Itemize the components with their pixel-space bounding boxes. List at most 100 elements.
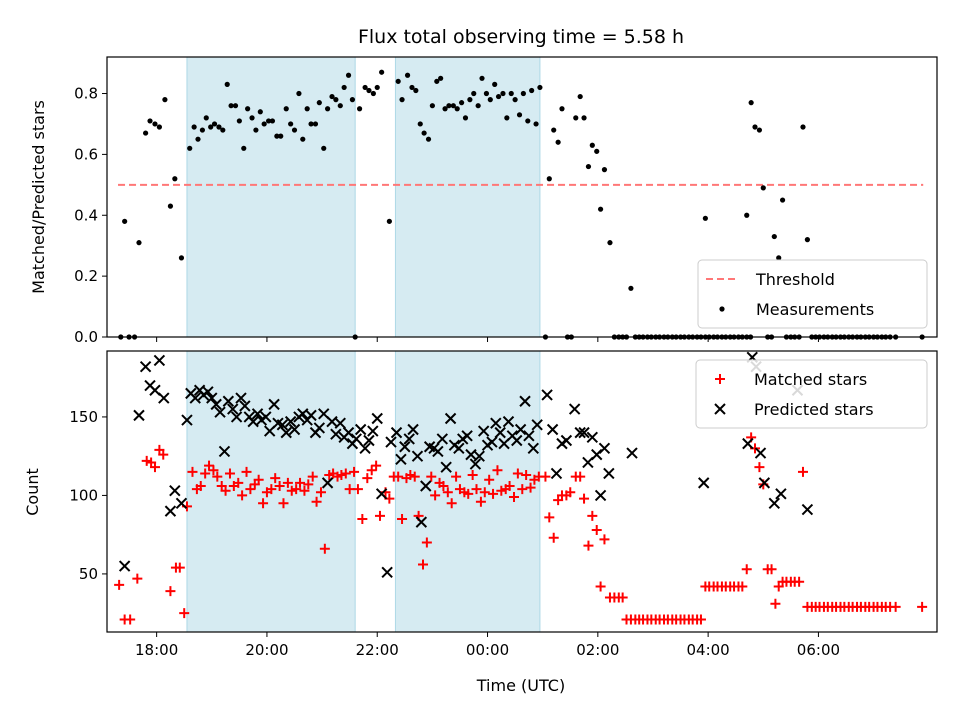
matched-star-point bbox=[195, 481, 206, 492]
measurement-point bbox=[429, 103, 435, 109]
measurement-point bbox=[508, 90, 514, 97]
legend-box bbox=[697, 259, 928, 329]
matched-star-point bbox=[426, 471, 437, 482]
measurement-point bbox=[208, 124, 214, 130]
matched-star-point bbox=[540, 471, 551, 482]
predicted-star-point bbox=[407, 423, 419, 436]
measurement-point bbox=[492, 81, 498, 87]
predicted-star-point bbox=[210, 398, 222, 411]
x-tick-label: 18:00 bbox=[135, 641, 178, 659]
measurement-point bbox=[551, 127, 557, 133]
measurement-point bbox=[321, 145, 327, 151]
matched-star-point bbox=[492, 465, 503, 476]
matched-star-point bbox=[695, 614, 706, 625]
predicted-star-point bbox=[453, 442, 465, 455]
matched-star-point bbox=[233, 477, 244, 488]
predicted-star-point bbox=[363, 434, 375, 447]
measurement-point bbox=[487, 97, 493, 103]
matched-star-point bbox=[770, 598, 781, 609]
matched-star-point bbox=[336, 470, 347, 481]
predicted-star-point bbox=[775, 488, 787, 500]
axes-frame bbox=[106, 56, 938, 338]
y-tick-label: 100 bbox=[69, 486, 98, 504]
predicted-star-point bbox=[514, 423, 527, 436]
predicted-star-point bbox=[280, 426, 292, 439]
measurement-point bbox=[434, 78, 440, 84]
predicted-star-point bbox=[385, 436, 397, 448]
matched-star-point bbox=[278, 498, 289, 509]
measurement-point bbox=[370, 90, 376, 97]
predicted-star-point bbox=[546, 423, 559, 436]
matched-star-point bbox=[484, 474, 495, 485]
matched-star-point bbox=[797, 466, 808, 477]
predicted-star-point bbox=[268, 398, 280, 411]
legend-predicted-swatch bbox=[714, 403, 726, 415]
predicted-star-point bbox=[511, 434, 523, 447]
measurement-point bbox=[300, 136, 306, 142]
matched-star-point bbox=[741, 564, 752, 575]
matched-star-point bbox=[132, 573, 143, 584]
y-tick-label: 0.6 bbox=[74, 145, 98, 163]
matched-star-point bbox=[357, 513, 368, 524]
measurement-point bbox=[224, 81, 230, 87]
legend-matched-swatch bbox=[715, 374, 725, 384]
measurement-point bbox=[288, 121, 294, 127]
predicted-star-point bbox=[399, 441, 411, 453]
predicted-star-point bbox=[768, 497, 781, 509]
predicted-star-point bbox=[758, 477, 771, 489]
predicted-star-point bbox=[342, 426, 355, 439]
top-y-axis-label: Matched/Predicted stars bbox=[29, 100, 48, 294]
predicted-star-point bbox=[359, 442, 371, 455]
matched-star-point bbox=[393, 471, 404, 482]
predicted-star-point bbox=[436, 433, 449, 445]
measurement-point bbox=[417, 121, 423, 127]
measurement-point bbox=[529, 87, 535, 94]
measurement-point bbox=[559, 106, 565, 112]
measurement-point bbox=[404, 72, 411, 78]
measurement-point bbox=[495, 93, 502, 100]
measurement-point bbox=[232, 103, 239, 109]
predicted-star-point bbox=[568, 403, 581, 415]
matched-star-point bbox=[488, 488, 499, 499]
matched-star-point bbox=[442, 487, 453, 498]
measurement-point bbox=[533, 121, 539, 127]
matched-star-point bbox=[548, 532, 559, 543]
predicted-star-point bbox=[276, 419, 289, 431]
matched-star-point bbox=[291, 484, 302, 495]
measurement-point bbox=[804, 237, 810, 243]
matched-star-point bbox=[204, 460, 215, 471]
measurement-point bbox=[316, 100, 322, 106]
measurement-point bbox=[329, 93, 335, 100]
predicted-star-point bbox=[158, 392, 170, 404]
predicted-star-point bbox=[541, 389, 553, 401]
predicted-star-point bbox=[181, 414, 193, 426]
measurement-point bbox=[341, 84, 347, 91]
predicted-star-point bbox=[169, 485, 181, 497]
measurement-point bbox=[752, 124, 758, 130]
measurement-point bbox=[374, 84, 380, 91]
measurement-point bbox=[167, 203, 174, 209]
measurement-point bbox=[516, 112, 523, 118]
predicted-star-point bbox=[594, 489, 607, 502]
measurement-point bbox=[366, 87, 372, 94]
predicted-star-point bbox=[218, 445, 231, 458]
matched-star-point bbox=[471, 484, 482, 495]
matched-star-point bbox=[311, 496, 322, 507]
matched-star-point bbox=[366, 465, 377, 476]
measurement-point bbox=[220, 127, 226, 133]
matched-star-point bbox=[591, 524, 602, 535]
measurement-point bbox=[274, 133, 280, 139]
x-tick-label: 06:00 bbox=[797, 641, 840, 659]
measurement-point bbox=[577, 93, 583, 100]
measurement-point bbox=[312, 121, 319, 127]
y-tick-label: 0.2 bbox=[74, 267, 98, 285]
predicted-star-point bbox=[626, 447, 638, 459]
matched-star-point bbox=[114, 579, 125, 590]
measurement-point bbox=[236, 118, 242, 124]
measurement-point bbox=[779, 197, 786, 203]
measurement-point bbox=[438, 75, 444, 81]
predicted-star-point bbox=[189, 392, 201, 404]
predicted-star-point bbox=[469, 458, 482, 470]
matched-star-point bbox=[303, 479, 314, 490]
predicted-star-point bbox=[523, 430, 535, 442]
